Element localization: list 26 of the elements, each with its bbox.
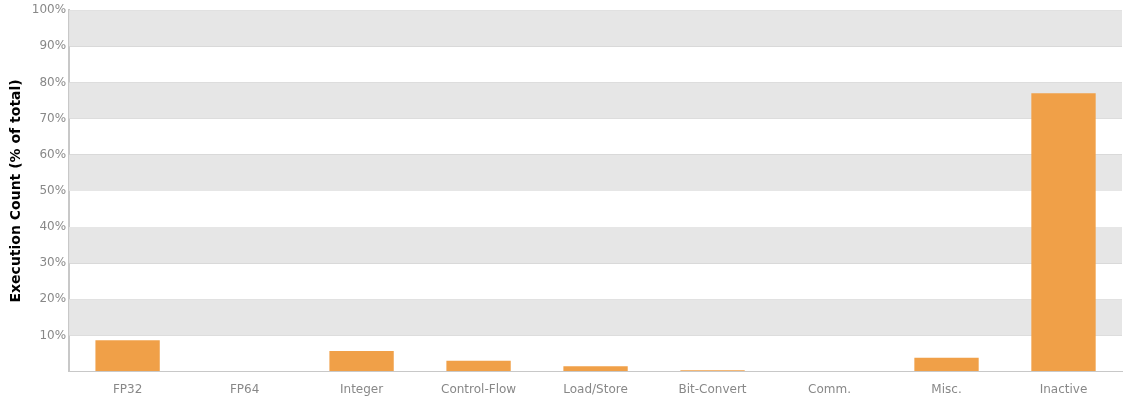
x-tick-label: Comm.: [808, 381, 851, 396]
y-tick-label: 10%: [39, 327, 67, 342]
y-tick-label: 90%: [39, 38, 67, 53]
y-tick-label: 50%: [39, 183, 67, 198]
y-tick-label: 100%: [31, 2, 67, 17]
bar: [563, 366, 628, 372]
bar: [914, 357, 979, 372]
x-tick-label: Bit-Convert: [678, 381, 747, 396]
y-tick-label: 70%: [39, 110, 67, 125]
bar: [95, 340, 160, 372]
x-tick-label: FP32: [112, 381, 143, 396]
y-tick-label: 80%: [39, 74, 67, 89]
y-tick-label: 60%: [39, 146, 67, 161]
bar: [1031, 93, 1096, 372]
y-tick-label: 30%: [39, 255, 67, 270]
x-tick-label: Control-Flow: [441, 381, 517, 396]
y-axis-title: Execution Count (% of total): [7, 79, 24, 303]
y-tick-label: 20%: [39, 291, 67, 306]
y-tick-label: 40%: [39, 219, 67, 234]
x-tick-label: FP64: [229, 381, 260, 396]
x-tick-label: Inactive: [1039, 381, 1088, 396]
bar: [446, 360, 511, 372]
x-tick-label: Load/Store: [563, 381, 628, 396]
bar: [329, 351, 394, 372]
x-tick-label: Misc.: [931, 381, 962, 396]
x-tick-label: Integer: [339, 381, 384, 396]
